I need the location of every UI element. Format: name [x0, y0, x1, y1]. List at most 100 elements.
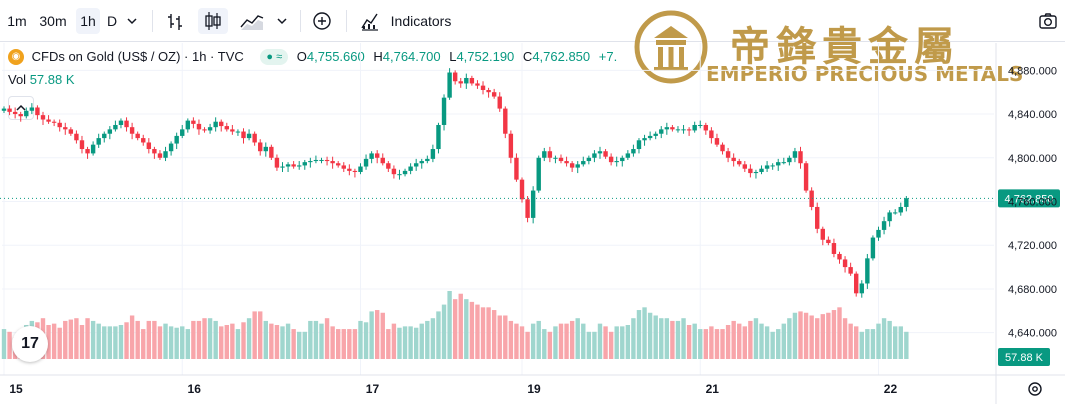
bar-chart-icon[interactable]: [162, 8, 188, 34]
candle: [692, 121, 697, 133]
high-value: 4,764.700: [382, 49, 441, 65]
candle: [369, 151, 374, 164]
volume-bar: [135, 320, 140, 359]
volume-bar: [96, 323, 101, 359]
candle: [57, 119, 62, 132]
candle-body: [842, 259, 848, 268]
candle: [419, 158, 424, 169]
volume-bar: [547, 331, 553, 359]
volume-bar: [168, 326, 174, 359]
candle-body: [620, 157, 625, 162]
y-tick-label: 4,800.000: [1008, 153, 1057, 165]
candle: [313, 155, 319, 164]
volume-bar: [129, 315, 135, 359]
volume-bar: [558, 323, 564, 359]
candle-body: [441, 97, 447, 125]
volume-bar: [581, 323, 586, 359]
candle-body: [480, 85, 486, 91]
candle-body: [558, 157, 564, 162]
candle-body: [770, 165, 775, 167]
interval-d[interactable]: D: [106, 13, 118, 29]
candle: [40, 111, 46, 125]
symbol-info-bar: ◉ CFDs on Gold (US$ / OZ) · 1h · TVC ● ≈…: [8, 48, 622, 68]
candle-body: [124, 120, 129, 128]
volume-bar: [90, 320, 96, 359]
candle: [213, 117, 218, 132]
candle: [608, 153, 614, 166]
candle: [686, 127, 692, 136]
volume-bar: [820, 314, 825, 359]
candle: [113, 120, 118, 132]
candle-body: [519, 179, 525, 200]
candle-body: [486, 90, 491, 93]
price-chart[interactable]: 4,762.850 57.88 K 4,880.000 4,840.000 4,800…: [0, 43, 1065, 404]
candle: [876, 226, 881, 241]
candle-body: [425, 158, 430, 162]
interval-1m[interactable]: 1m: [7, 13, 27, 29]
volume-bar: [79, 325, 85, 359]
candle: [402, 168, 408, 177]
interval-1h[interactable]: 1h: [76, 8, 100, 34]
chevron-down-icon[interactable]: [274, 8, 290, 34]
indicators-icon[interactable]: [358, 8, 382, 34]
volume-bar: [887, 320, 892, 359]
candle: [207, 123, 213, 134]
market-status-badge[interactable]: ● ≈: [260, 48, 289, 65]
symbol-title[interactable]: CFDs on Gold (US$ / OZ) · 1h · TVC: [31, 49, 244, 65]
candle: [748, 164, 753, 178]
candle: [776, 158, 781, 171]
candle-body: [631, 149, 636, 154]
volume-bar: [664, 318, 670, 359]
y-tick-label: 4,720.000: [1008, 240, 1057, 252]
candle-body: [1, 108, 7, 111]
volume-bar: [542, 329, 547, 359]
gear-icon[interactable]: [1026, 380, 1044, 398]
candle: [586, 155, 592, 165]
tradingview-logo[interactable]: 17: [12, 326, 48, 362]
chevron-down-icon[interactable]: [124, 8, 140, 34]
volume-bar: [141, 329, 146, 359]
volume-bar: [620, 326, 625, 359]
close-value: 4,762.850: [532, 49, 591, 65]
volume-bar: [508, 320, 514, 359]
candle: [252, 131, 257, 146]
candle: [436, 122, 441, 154]
volume-bar: [781, 323, 786, 359]
add-compare-icon[interactable]: [309, 8, 335, 34]
candle-body: [709, 130, 714, 139]
candle: [653, 131, 658, 140]
camera-icon[interactable]: [1038, 11, 1058, 31]
candle-body: [258, 142, 263, 152]
candle: [480, 81, 486, 95]
volume-bar: [876, 323, 881, 359]
indicators-button[interactable]: Indicators: [390, 13, 452, 29]
candle-body: [386, 163, 391, 169]
volume-bar: [686, 325, 692, 359]
candles-icon[interactable]: [198, 8, 228, 34]
volume-bar: [770, 331, 775, 359]
candle: [904, 196, 909, 212]
volume-bar: [7, 331, 12, 359]
volume-bar: [163, 323, 168, 359]
candle: [358, 163, 363, 175]
candle-body: [341, 165, 346, 169]
volume-bar: [458, 293, 463, 359]
candle-body: [681, 129, 686, 131]
area-chart-icon[interactable]: [238, 8, 266, 34]
volume-label: Vol: [8, 72, 27, 87]
volume-bar: [809, 315, 814, 359]
open-label: O: [296, 49, 307, 65]
volume-bar: [402, 326, 408, 359]
candle-body: [40, 115, 46, 120]
candle: [107, 126, 113, 140]
volume-bar: [413, 327, 419, 359]
candle-body: [230, 129, 235, 132]
volume-bar: [118, 325, 124, 359]
candle-body: [146, 142, 152, 150]
volume-bar: [737, 323, 742, 359]
volume-bar: [363, 322, 369, 359]
interval-30m[interactable]: 30m: [39, 13, 67, 29]
candle: [636, 138, 642, 154]
candle: [475, 80, 480, 89]
candle: [1, 106, 7, 113]
